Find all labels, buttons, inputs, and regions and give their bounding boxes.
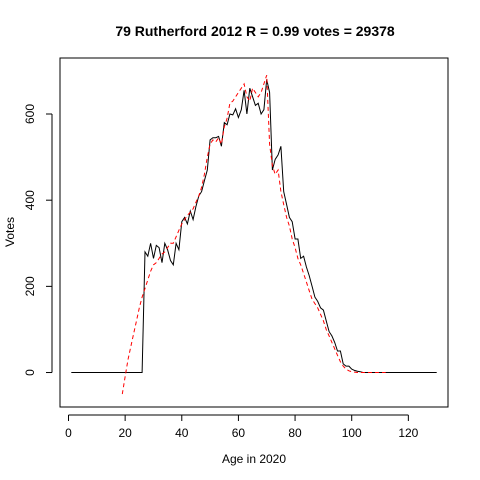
y-axis-label: Votes bbox=[3, 217, 17, 247]
x-tick-label: 60 bbox=[232, 426, 246, 440]
y-tick-label: 400 bbox=[23, 190, 37, 210]
y-axis: 0 200 400 600 bbox=[23, 104, 53, 376]
x-tick-label: 40 bbox=[175, 426, 189, 440]
plot-area bbox=[71, 75, 437, 395]
series-line-solid bbox=[71, 79, 437, 373]
x-axis: 0 20 40 60 80 100 120 bbox=[65, 414, 419, 440]
x-axis-label: Age in 2020 bbox=[222, 452, 286, 466]
x-tick-label: 80 bbox=[288, 426, 302, 440]
y-tick-label: 0 bbox=[23, 369, 37, 376]
y-tick-label: 200 bbox=[23, 276, 37, 296]
x-tick-label: 100 bbox=[342, 426, 362, 440]
x-tick-label: 120 bbox=[398, 426, 418, 440]
x-tick-label: 0 bbox=[65, 426, 72, 440]
plot-frame bbox=[59, 57, 449, 408]
series-line-dashed bbox=[121, 75, 386, 395]
x-tick-label: 20 bbox=[118, 426, 132, 440]
chart-title: 79 Rutherford 2012 R = 0.99 votes = 2937… bbox=[115, 23, 395, 39]
y-tick-label: 600 bbox=[23, 104, 37, 124]
